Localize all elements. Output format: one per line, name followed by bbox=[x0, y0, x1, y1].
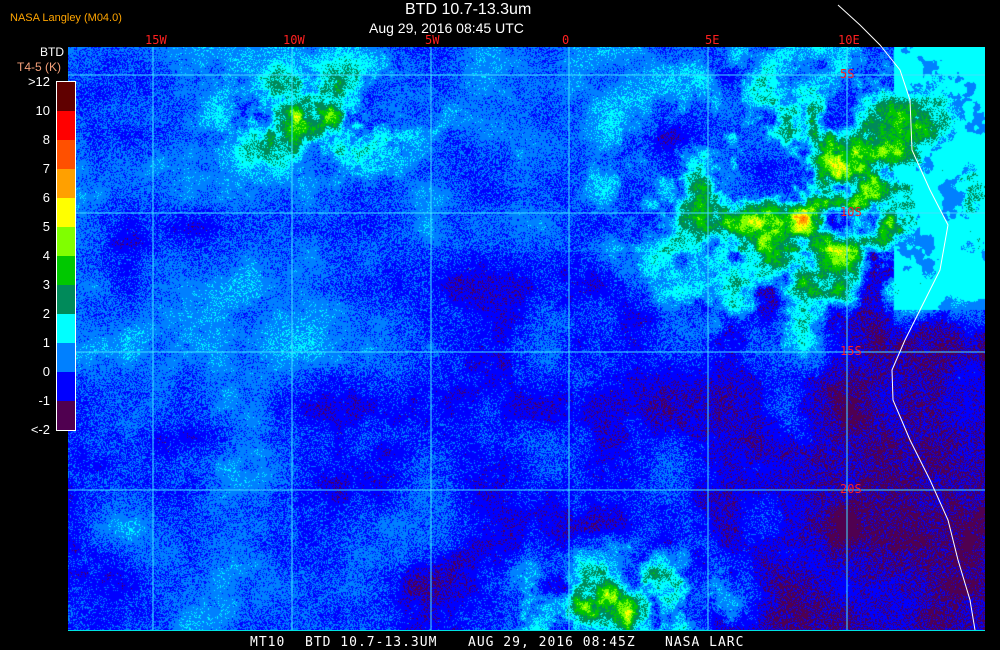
colorbar bbox=[56, 81, 76, 431]
footer-divider bbox=[68, 630, 985, 631]
colorbar-band bbox=[57, 140, 75, 169]
longitude-label: 5W bbox=[425, 33, 440, 47]
colorbar-title: BTD bbox=[40, 45, 64, 59]
brand-label: NASA Langley (M04.0) bbox=[10, 12, 122, 24]
footer-product: BTD 10.7-13.3UM bbox=[305, 635, 438, 650]
colorbar-tick-label: -1 bbox=[38, 393, 50, 408]
colorbar-band bbox=[57, 82, 75, 111]
colorbar-tick-label: 0 bbox=[42, 364, 50, 379]
longitude-label: 15W bbox=[145, 33, 167, 47]
latitude-label: 20S bbox=[840, 482, 862, 496]
colorbar-band bbox=[57, 198, 75, 227]
colorbar-tick-label: >12 bbox=[27, 74, 50, 89]
colorbar-tick-label: <-2 bbox=[30, 422, 50, 437]
colorbar-tick-label: 4 bbox=[42, 248, 50, 263]
colorbar-tick-label: 5 bbox=[42, 219, 50, 234]
map-datetime: Aug 29, 2016 08:45 UTC bbox=[369, 20, 524, 36]
colorbar-band bbox=[57, 227, 75, 256]
colorbar-tick-label: 10 bbox=[35, 103, 50, 118]
colorbar-tick-label: 3 bbox=[42, 277, 50, 292]
footer-datetime: AUG 29, 2016 08:45Z bbox=[468, 635, 636, 650]
longitude-label: 5E bbox=[705, 33, 720, 47]
satellite-btd-image bbox=[68, 47, 985, 630]
longitude-label: 10W bbox=[283, 33, 305, 47]
colorbar-band bbox=[57, 256, 75, 285]
latitude-label: 15S bbox=[840, 344, 862, 358]
colorbar-tick-label: 2 bbox=[42, 306, 50, 321]
colorbar-band bbox=[57, 372, 75, 401]
colorbar-tick-label: 7 bbox=[42, 161, 50, 176]
colorbar-tick-label: 1 bbox=[42, 335, 50, 350]
colorbar-band bbox=[57, 169, 75, 198]
footer-source: NASA LARC bbox=[665, 635, 745, 650]
latitude-label: 10S bbox=[840, 205, 862, 219]
colorbar-band bbox=[57, 285, 75, 314]
longitude-label: 10E bbox=[838, 33, 860, 47]
longitude-label: 0 bbox=[562, 33, 570, 47]
footer-satellite: MT10 bbox=[250, 635, 286, 650]
latitude-label: 5S bbox=[840, 67, 855, 81]
colorbar-band bbox=[57, 111, 75, 140]
colorbar-tick-label: 6 bbox=[42, 190, 50, 205]
colorbar-tick-label: 8 bbox=[42, 132, 50, 147]
map-title: BTD 10.7-13.3um bbox=[405, 1, 532, 18]
colorbar-unit: T4-5 (K) bbox=[17, 60, 62, 74]
colorbar-band bbox=[57, 401, 75, 430]
colorbar-band bbox=[57, 343, 75, 372]
colorbar-band bbox=[57, 314, 75, 343]
